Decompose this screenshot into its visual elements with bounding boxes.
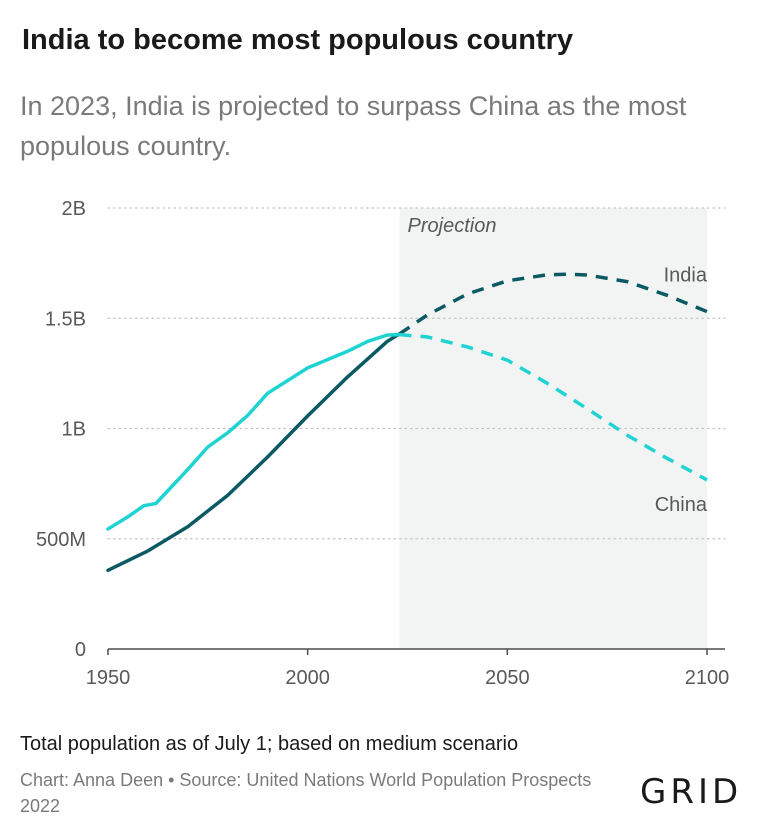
y-tick-label: 2B — [62, 198, 86, 220]
series-china-historical-line — [106, 332, 402, 531]
y-tick-label: 1.5B — [45, 308, 86, 330]
series-india-historical-line — [106, 332, 402, 573]
series-label-india: India — [664, 265, 708, 287]
source-credit: Chart: Anna Deen • Source: United Nation… — [20, 770, 592, 816]
x-tick-label: 2000 — [285, 667, 330, 689]
x-tick-label: 1950 — [86, 667, 131, 689]
grid-logo: GRID — [640, 772, 743, 812]
footnote: Total population as of July 1; based on … — [20, 733, 519, 755]
y-tick-label: 0 — [75, 639, 86, 661]
series-label-china: China — [655, 494, 708, 516]
y-tick-label: 500M — [36, 529, 86, 551]
chart-subtitle: In 2023, India is projected to surpass C… — [20, 91, 687, 161]
series-india-projected-line — [398, 272, 708, 336]
x-tick-label: 2100 — [685, 667, 730, 689]
y-tick-label: 1B — [62, 419, 86, 441]
series-china-projected-line — [399, 332, 708, 482]
chart-title: India to become most populous country — [22, 24, 574, 56]
line-chart: Projection 0 500M 1B 1.5B 2B 1950 2000 2050 2100… — [36, 198, 730, 689]
projection-label: Projection — [408, 215, 497, 237]
x-tick-label: 2050 — [485, 667, 530, 689]
